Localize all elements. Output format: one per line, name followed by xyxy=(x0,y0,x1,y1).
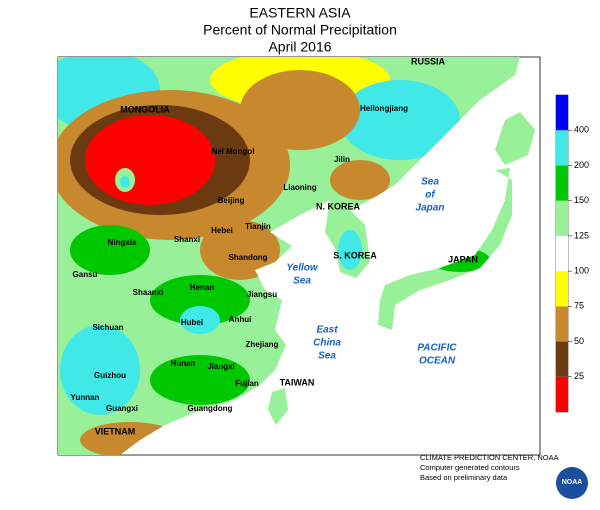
color-band xyxy=(556,341,568,377)
province-label: Tianjin xyxy=(245,222,271,231)
province-label: Jilin xyxy=(334,155,350,164)
province-label: Jiangxi xyxy=(207,362,235,371)
country-label: JAPAN xyxy=(448,254,478,264)
province-label: Shanxi xyxy=(174,235,200,244)
province-label: Hebei xyxy=(211,226,233,235)
province-label: Guangdong xyxy=(188,404,233,413)
province-label: Henan xyxy=(190,283,215,292)
country-label: RUSSIA xyxy=(411,56,446,66)
colorbar-label: 75 xyxy=(574,301,584,311)
province-label: Shandong xyxy=(228,253,267,262)
footer-line: CLIMATE PREDICTION CENTER, NOAA xyxy=(420,453,559,462)
province-label: Yunnan xyxy=(71,393,100,402)
province-label: Guangxi xyxy=(106,404,138,413)
province-label: Gansu xyxy=(73,270,98,279)
colorbar-label: 150 xyxy=(574,195,589,205)
province-label: Heilongjiang xyxy=(360,104,408,113)
title-line: Percent of Normal Precipitation xyxy=(203,22,397,38)
color-band xyxy=(556,376,568,412)
title-line: EASTERN ASIA xyxy=(249,5,351,21)
province-label: Anhui xyxy=(229,315,252,324)
province-label: Ningxia xyxy=(108,238,137,247)
province-label: Hunan xyxy=(171,359,196,368)
province-label: Liaoning xyxy=(283,183,316,192)
sea-label: Japan xyxy=(416,203,445,214)
logo-text: NOAA xyxy=(562,479,583,486)
color-band xyxy=(556,200,568,236)
sea-label: Sea xyxy=(318,351,336,362)
country-label: S. KOREA xyxy=(333,250,377,260)
country-label: MONGOLIA xyxy=(120,104,170,114)
province-label: Guizhou xyxy=(94,371,126,380)
colorbar-label: 25 xyxy=(574,371,584,381)
color-band xyxy=(556,271,568,307)
sea-label: OCEAN xyxy=(419,356,456,367)
colorbar-label: 400 xyxy=(574,125,589,135)
colorbar-label: 100 xyxy=(574,265,589,275)
country-label: N. KOREA xyxy=(316,201,361,211)
color-band xyxy=(556,95,568,131)
footer-line: Based on preliminary data xyxy=(420,473,508,482)
province-label: Jiangsu xyxy=(247,290,277,299)
province-label: Nei Mongol xyxy=(211,147,254,156)
colorbar-label: 50 xyxy=(574,336,584,346)
color-band xyxy=(556,130,568,166)
title-line: April 2016 xyxy=(268,39,331,55)
noaa-logo xyxy=(556,467,588,499)
color-band xyxy=(556,165,568,201)
sea-label: PACIFIC xyxy=(417,343,457,354)
sea-label: East xyxy=(316,325,338,336)
sea-label: Yellow xyxy=(286,263,319,274)
sea-label: China xyxy=(313,338,341,349)
province-label: Beijing xyxy=(218,196,245,205)
province-label: Shaanxi xyxy=(133,288,164,297)
sea-label: Sea xyxy=(421,177,439,188)
province-label: Sichuan xyxy=(92,323,123,332)
sea-label: of xyxy=(425,190,436,201)
province-label: Fujian xyxy=(235,379,259,388)
country-label: TAIWAN xyxy=(280,377,315,387)
province-label: Hubei xyxy=(181,318,203,327)
footer-line: Computer generated contours xyxy=(420,463,520,472)
colorbar-label: 200 xyxy=(574,160,589,170)
sea-label: Sea xyxy=(293,276,311,287)
province-label: Zhejiang xyxy=(246,340,279,349)
country-label: VIETNAM xyxy=(95,426,136,436)
color-band xyxy=(556,306,568,342)
color-band xyxy=(556,235,568,272)
colorbar-label: 125 xyxy=(574,230,589,240)
